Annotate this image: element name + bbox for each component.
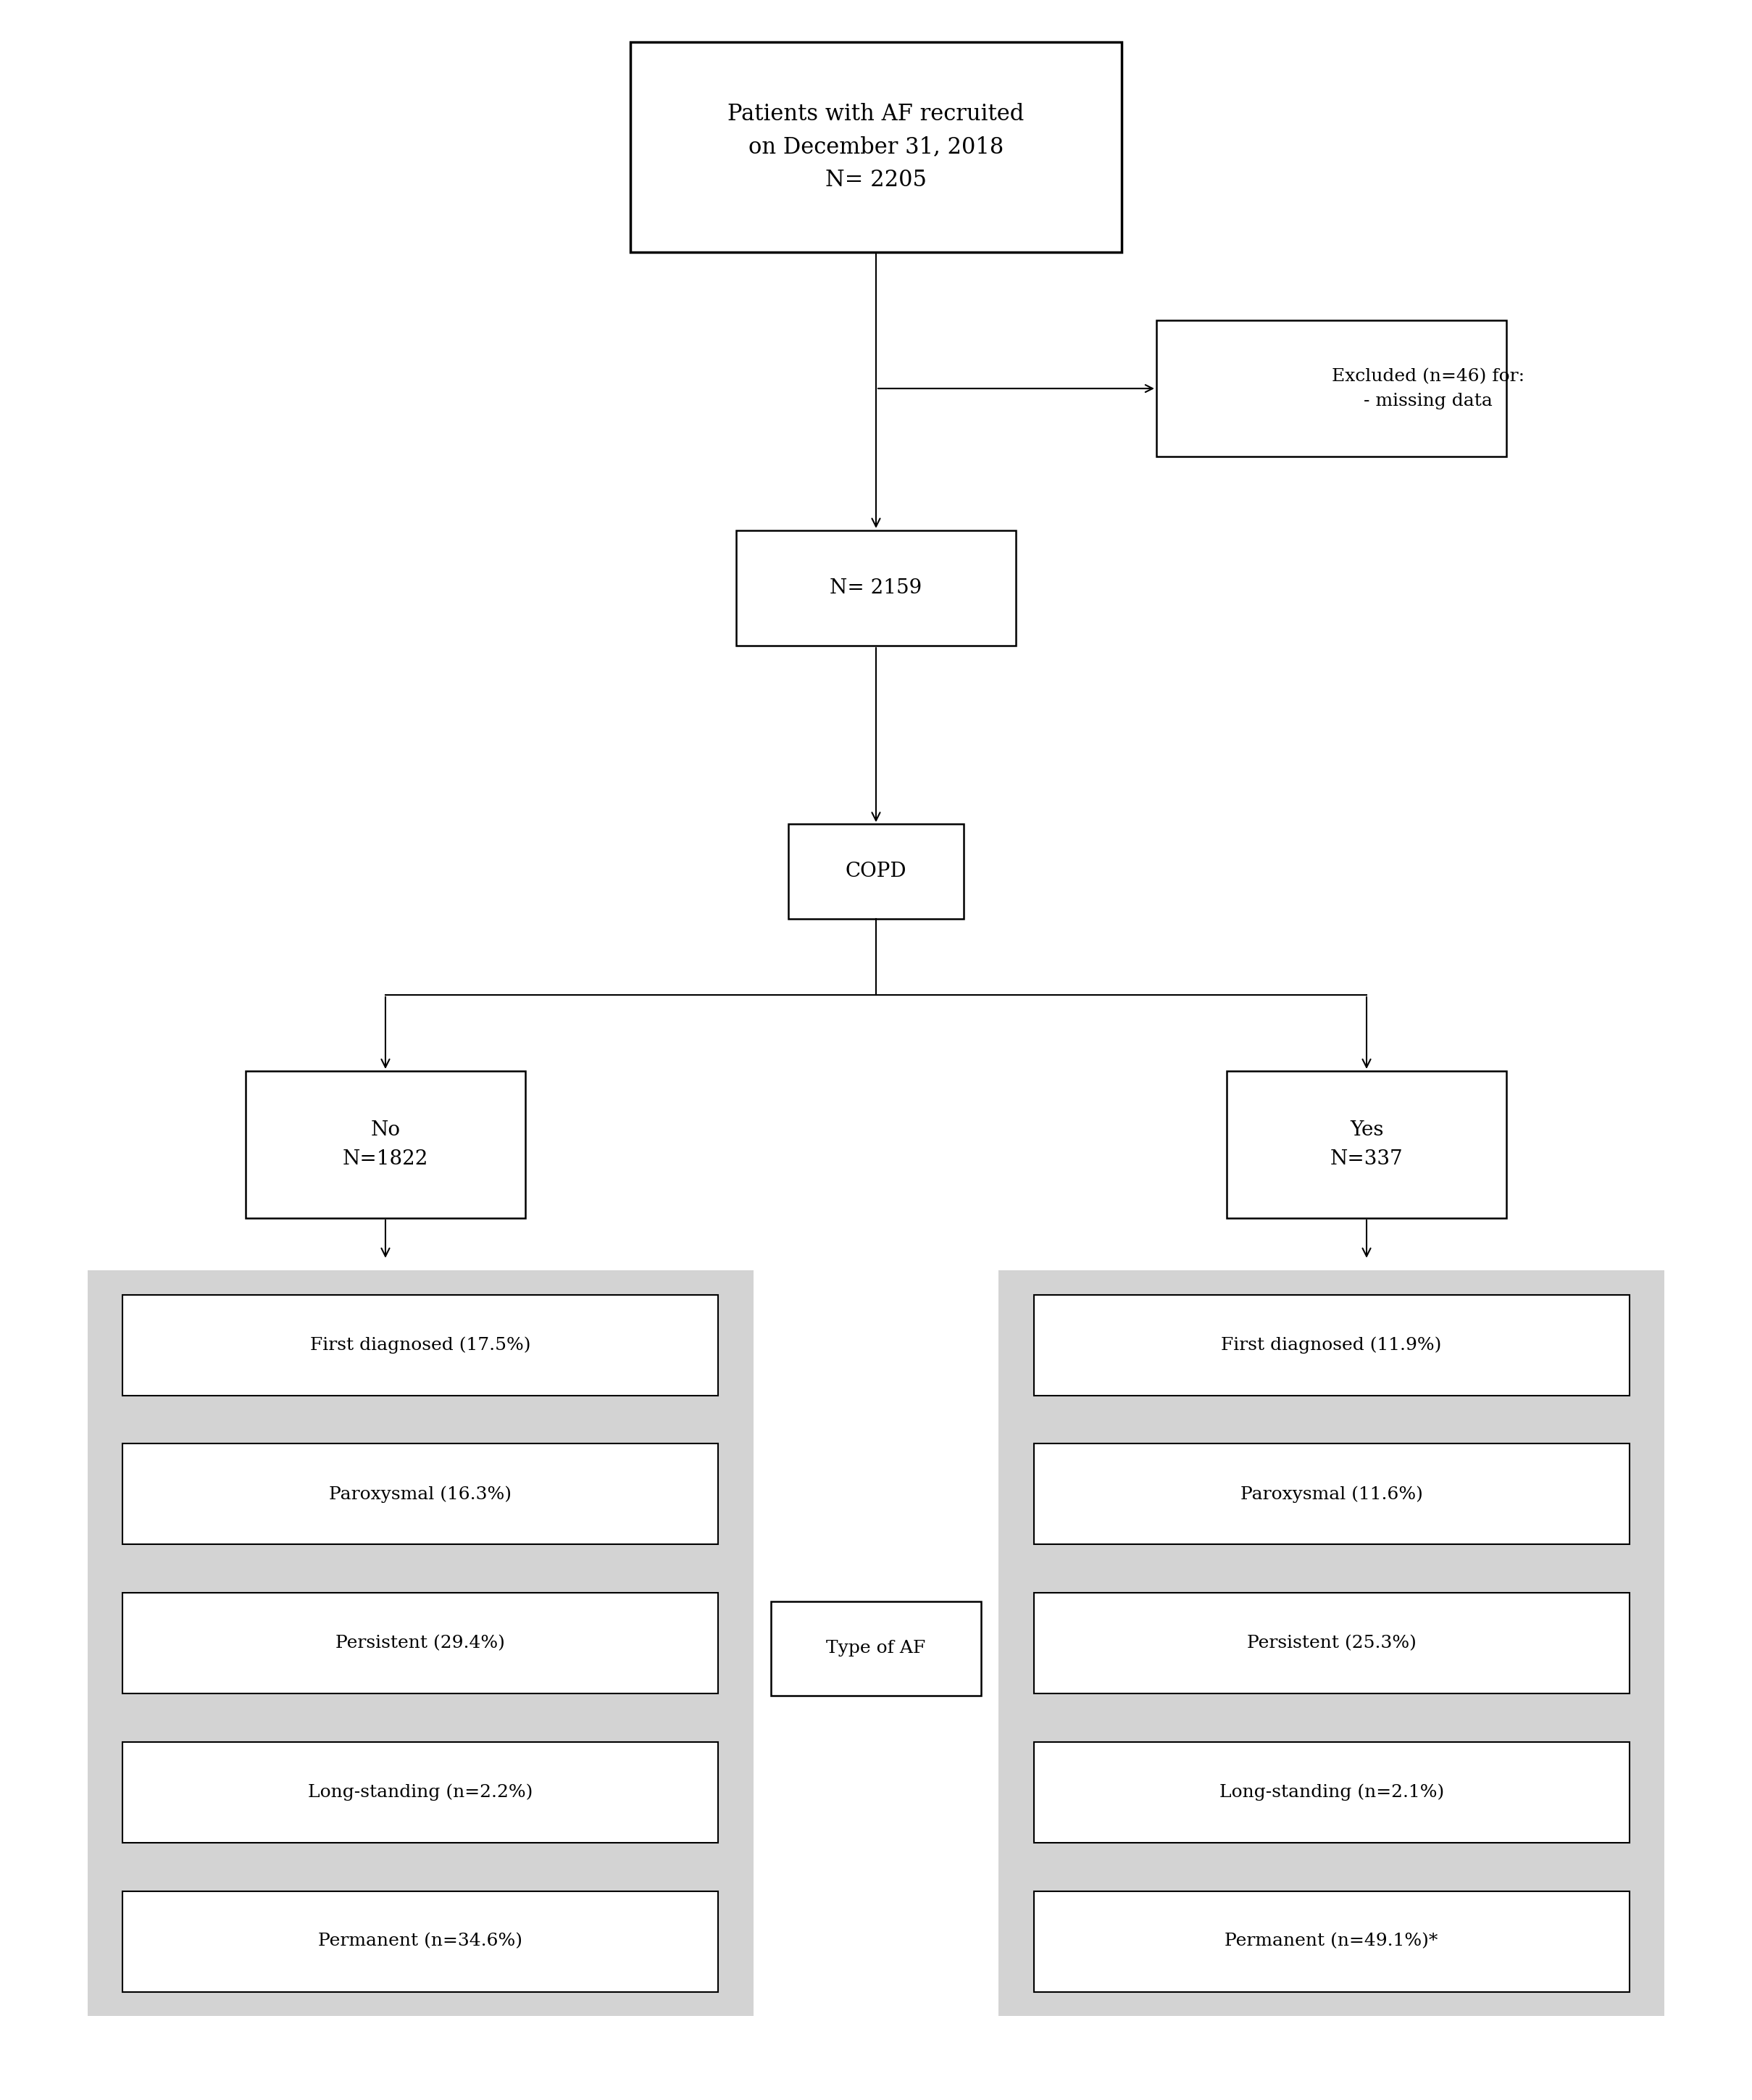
FancyBboxPatch shape [88, 1270, 753, 2016]
FancyBboxPatch shape [123, 1594, 718, 1693]
FancyBboxPatch shape [1034, 1743, 1629, 1844]
Text: Long-standing (n=2.1%): Long-standing (n=2.1%) [1219, 1783, 1444, 1802]
Text: N= 2159: N= 2159 [830, 578, 922, 598]
FancyBboxPatch shape [1034, 1445, 1629, 1546]
Text: Patients with AF recruited
on December 31, 2018
N= 2205: Patients with AF recruited on December 3… [727, 103, 1025, 191]
Text: Persistent (25.3%): Persistent (25.3%) [1247, 1636, 1416, 1651]
Text: Excluded (n=46) for:
- missing data: Excluded (n=46) for: - missing data [1332, 368, 1524, 410]
FancyBboxPatch shape [736, 531, 1016, 647]
Text: COPD: COPD [846, 861, 906, 882]
FancyBboxPatch shape [631, 42, 1121, 252]
FancyBboxPatch shape [1034, 1892, 1629, 1991]
FancyBboxPatch shape [1034, 1594, 1629, 1693]
FancyBboxPatch shape [1226, 1071, 1507, 1218]
FancyBboxPatch shape [123, 1296, 718, 1396]
FancyBboxPatch shape [245, 1071, 526, 1218]
FancyBboxPatch shape [123, 1743, 718, 1844]
Text: First diagnosed (17.5%): First diagnosed (17.5%) [310, 1336, 531, 1354]
FancyBboxPatch shape [999, 1270, 1664, 2016]
Text: Persistent (29.4%): Persistent (29.4%) [336, 1636, 505, 1651]
Text: Type of AF: Type of AF [827, 1640, 925, 1657]
FancyBboxPatch shape [771, 1602, 981, 1697]
FancyBboxPatch shape [788, 825, 964, 920]
FancyBboxPatch shape [1034, 1296, 1629, 1396]
Text: Paroxysmal (16.3%): Paroxysmal (16.3%) [329, 1485, 512, 1504]
FancyBboxPatch shape [123, 1892, 718, 1991]
FancyBboxPatch shape [1156, 321, 1507, 458]
Text: No
N=1822: No N=1822 [343, 1121, 427, 1168]
Text: Long-standing (n=2.2%): Long-standing (n=2.2%) [308, 1783, 533, 1802]
FancyBboxPatch shape [123, 1445, 718, 1546]
Text: Permanent (n=34.6%): Permanent (n=34.6%) [319, 1934, 522, 1949]
Text: Paroxysmal (11.6%): Paroxysmal (11.6%) [1240, 1485, 1423, 1504]
Text: Permanent (n=49.1%)*: Permanent (n=49.1%)* [1225, 1934, 1438, 1949]
Text: First diagnosed (11.9%): First diagnosed (11.9%) [1221, 1336, 1442, 1354]
Text: Yes
N=337: Yes N=337 [1330, 1121, 1403, 1168]
